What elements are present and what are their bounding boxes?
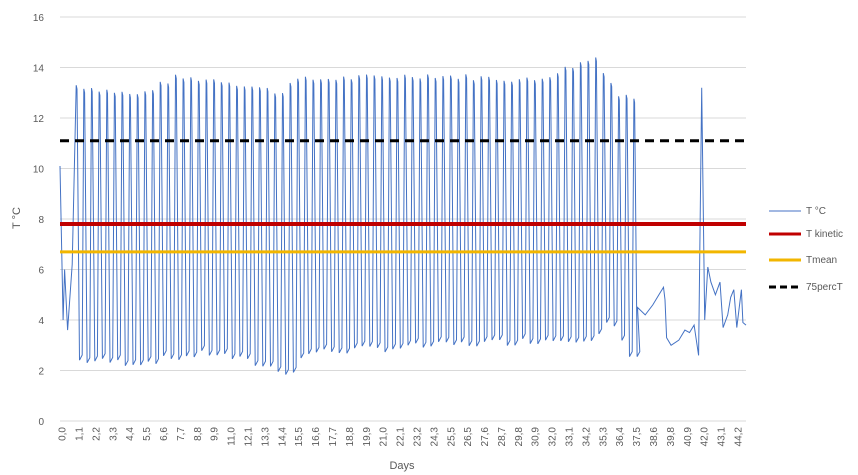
legend-item-75perct: 75percT [769, 282, 843, 293]
x-tick-label: 34,2 [581, 427, 592, 447]
gridlines [60, 16, 746, 422]
x-tick-label: 23,2 [412, 427, 423, 447]
x-tick-label: 5,5 [142, 427, 153, 441]
legend-label-t-kinetic: T kinetic [806, 229, 843, 240]
x-tick-label: 28,7 [497, 427, 508, 447]
x-tick-label: 24,3 [429, 427, 440, 447]
x-tick-label: 35,3 [598, 427, 609, 447]
x-tick-label: 15,5 [294, 427, 305, 447]
x-axis-title: Days [389, 460, 415, 472]
legend-item-t-degc: T °C [769, 206, 826, 217]
x-tick-label: 27,6 [480, 427, 491, 447]
x-tick-label: 2,2 [91, 427, 102, 441]
x-tick-labels: 0,0 1,1 2,2 3,3 4,4 5,5 6,6 7,7 8,8 9,9 11,0 12,1 13… [58, 427, 745, 447]
y-tick-label: 8 [38, 215, 44, 226]
y-axis-title: T °C [11, 207, 23, 229]
x-tick-label: 36,4 [615, 427, 626, 447]
x-tick-label: 0,0 [58, 427, 69, 441]
x-tick-label: 19,9 [362, 427, 373, 447]
legend-item-tmean: Tmean [769, 255, 837, 266]
x-tick-label: 7,7 [176, 427, 187, 441]
y-tick-label: 4 [38, 316, 44, 327]
x-tick-label: 18,8 [345, 427, 356, 447]
x-tick-label: 26,5 [463, 427, 474, 447]
x-tick-label: 3,3 [108, 427, 119, 441]
y-tick-label: 0 [38, 417, 44, 428]
x-tick-label: 25,5 [446, 427, 457, 447]
x-tick-label: 21,0 [379, 427, 390, 447]
x-tick-label: 6,6 [159, 427, 170, 441]
y-tick-label: 12 [33, 114, 45, 125]
x-tick-label: 4,4 [125, 427, 136, 441]
legend-item-t-kinetic: T kinetic [769, 229, 843, 240]
x-tick-label: 9,9 [210, 427, 221, 441]
x-tick-label: 1,1 [75, 427, 86, 441]
x-tick-label: 32,0 [548, 427, 559, 447]
x-tick-label: 33,1 [565, 427, 576, 447]
y-tick-label: 16 [33, 13, 45, 24]
x-tick-label: 29,8 [514, 427, 525, 447]
legend: T °C T kinetic Tmean 75percT [769, 206, 843, 293]
x-tick-label: 17,7 [328, 427, 339, 447]
y-tick-label: 14 [33, 64, 45, 75]
x-tick-label: 43,1 [717, 427, 728, 447]
x-tick-label: 11,0 [227, 427, 238, 446]
x-tick-label: 8,8 [193, 427, 204, 441]
legend-label-75perct: 75percT [806, 282, 843, 293]
series-t-degc-line [59, 57, 747, 375]
y-tick-label: 6 [38, 266, 44, 277]
legend-label-tmean: Tmean [806, 255, 837, 266]
x-tick-label: 16,6 [311, 427, 322, 447]
x-tick-label: 42,0 [700, 427, 711, 447]
x-tick-label: 13,3 [260, 427, 271, 447]
x-tick-label: 30,9 [531, 427, 542, 447]
x-tick-label: 37,5 [632, 427, 643, 447]
x-tick-label: 12,1 [244, 427, 255, 447]
x-tick-label: 40,9 [683, 427, 694, 447]
x-tick-label: 38,6 [649, 427, 660, 447]
x-tick-label: 44,2 [734, 427, 745, 447]
legend-label-t-degc: T °C [806, 206, 826, 217]
x-tick-label: 14,4 [277, 427, 288, 447]
x-tick-label: 39,8 [666, 427, 677, 447]
y-tick-label: 10 [33, 165, 45, 176]
y-tick-label: 2 [38, 367, 44, 378]
y-tick-labels: 0 2 4 6 8 10 12 14 16 [33, 13, 45, 428]
x-tick-label: 22,1 [396, 427, 407, 447]
